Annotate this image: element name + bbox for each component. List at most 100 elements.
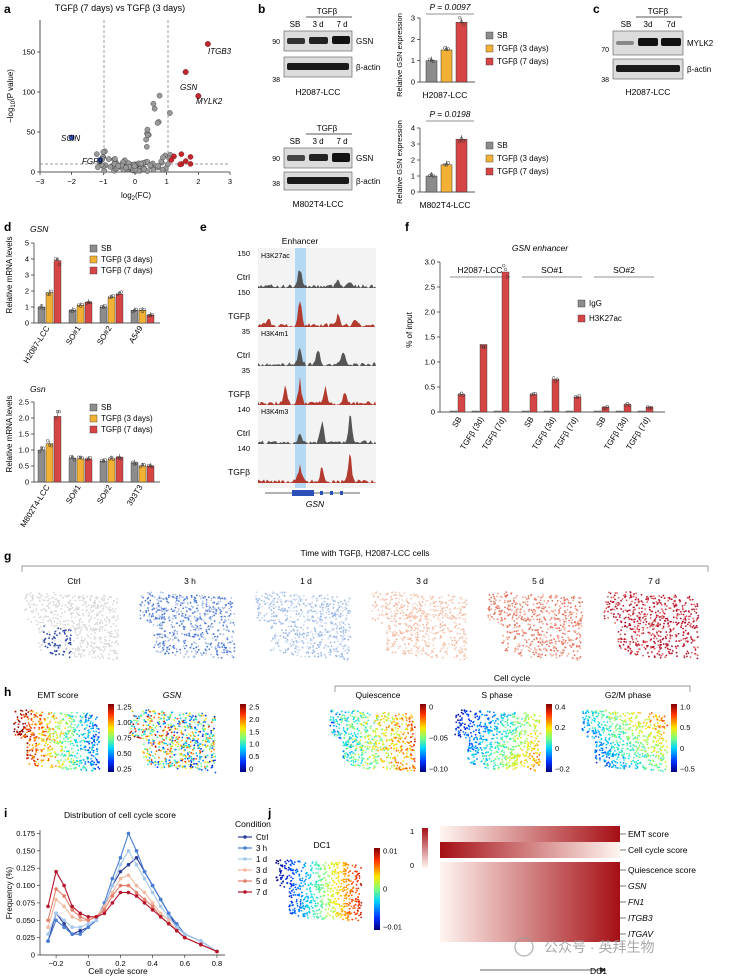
- umap-cell-point: [142, 611, 144, 614]
- umap-cell-point: [647, 651, 649, 654]
- barD2-replicate-dot: [46, 439, 50, 443]
- umap-cell-point: [523, 617, 526, 620]
- umap-feature-point: [168, 759, 171, 762]
- umap-cell-point: [193, 596, 196, 599]
- umap-cell-point: [432, 632, 435, 635]
- umap-cell-point: [579, 647, 582, 650]
- umap-cell-point: [437, 616, 440, 619]
- umap-cell-point: [108, 657, 111, 660]
- umap-cell-point: [437, 631, 439, 634]
- chip-ytick-label: 0.5: [425, 383, 435, 392]
- umap-feature-point: [86, 724, 88, 727]
- umap-cell-point: [506, 594, 509, 596]
- umap-cell-point: [47, 606, 50, 608]
- track-scale: 35: [242, 366, 250, 375]
- umap-cell-point: [318, 605, 321, 608]
- umap-cell-point: [562, 651, 565, 654]
- umap-cell-point: [162, 640, 165, 643]
- umap-feature-point: [93, 767, 96, 770]
- umap-cell-point: [344, 644, 347, 647]
- umap-cell-point: [195, 599, 198, 602]
- umap-cell-point: [374, 601, 377, 603]
- barD2-bar: [53, 416, 62, 483]
- umap-cell-point: [537, 631, 540, 634]
- umap-cell-point: [153, 596, 156, 599]
- umap-cell-point: [497, 592, 499, 595]
- umap-cell-point: [272, 648, 274, 651]
- umap-cell-point: [204, 648, 207, 651]
- umap-cell-point: [175, 603, 177, 606]
- umap-feature-point: [58, 722, 61, 725]
- umap-cell-point: [212, 601, 215, 604]
- umap-cell-point: [658, 653, 661, 656]
- legendD2-label: TGFβ (3 days): [101, 414, 153, 423]
- umap-feature-point: [82, 759, 85, 761]
- blot-b2-lane-3d: 3 d: [312, 137, 323, 146]
- umap-cell-point: [694, 649, 697, 651]
- umap-cell-point: [62, 629, 65, 632]
- umap-feature-point: [92, 749, 95, 752]
- barD1-replicate-dot: [148, 313, 153, 318]
- umap-cell-point: [324, 616, 327, 619]
- umap-cell-point: [201, 604, 203, 607]
- umap-cell-point: [208, 605, 211, 608]
- umap-cell-point: [44, 615, 47, 618]
- umap-cell-point: [570, 596, 573, 599]
- umap-cell-point: [401, 604, 403, 606]
- umap-cell-point: [293, 647, 296, 650]
- umap-cell-point: [427, 634, 430, 637]
- umap-feature-point: [43, 734, 45, 736]
- umap-cell-point: [275, 634, 278, 637]
- umap-cell-point: [279, 598, 282, 601]
- umap-cell-point: [226, 626, 229, 628]
- umap-cell-point: [275, 615, 278, 618]
- umap-cell-point: [435, 601, 437, 603]
- umap-cell-point: [693, 608, 695, 611]
- umap-cell-point: [316, 644, 319, 646]
- blot-c-tgfb: TGFβ: [648, 7, 669, 16]
- umap-g2m-title: G2/M phase: [605, 690, 652, 700]
- umap-cell-point: [108, 635, 111, 638]
- umap-cell-point: [633, 593, 635, 595]
- umap-cell-point: [422, 597, 425, 600]
- umap-feature-point: [34, 745, 37, 748]
- umap-feature-point: [59, 733, 62, 736]
- barB2-replicate-dot: [444, 163, 449, 167]
- umap-cell-point: [48, 633, 51, 636]
- umap-cell-point: [207, 625, 210, 628]
- umap-cell-point: [653, 637, 655, 640]
- umap-cell-point: [347, 638, 350, 641]
- umap-cell-point: [527, 597, 530, 600]
- umap-cell-point: [689, 623, 692, 625]
- umap-cell-point: [217, 600, 220, 603]
- umap-cell-point: [117, 617, 119, 620]
- umap-cell-point: [603, 615, 606, 617]
- barD1-replicate-dot: [108, 295, 112, 299]
- barB2-ytick-label: 2: [411, 156, 415, 165]
- umap-cell-point: [507, 604, 510, 607]
- umap-cell-point: [425, 618, 428, 620]
- umap-feature-point: [84, 761, 87, 763]
- umap-cell-point: [186, 650, 189, 653]
- umap-cell-point: [465, 656, 468, 659]
- umap-feature-point: [49, 755, 52, 757]
- umap-cell-point: [167, 652, 170, 655]
- gene-label-itgb3: ITGB3: [208, 47, 232, 56]
- umap-cell-point: [517, 629, 520, 632]
- umap-cell-point: [548, 612, 550, 615]
- umap-cell-point: [433, 605, 436, 608]
- umap-cell-point: [516, 611, 518, 614]
- umap-cell-point: [69, 637, 72, 640]
- umap-cell-point: [152, 624, 155, 626]
- legendD2-label: TGFβ (7 days): [101, 425, 153, 434]
- umap-feature-point: [79, 759, 82, 762]
- umap-cell-point: [179, 651, 182, 654]
- umap-cell-point: [174, 654, 177, 657]
- umap-cell-point: [555, 649, 558, 652]
- umap-feature-point: [94, 723, 97, 726]
- umap-cell-point: [189, 620, 192, 623]
- bar-d1-gene: GSN: [30, 224, 49, 234]
- umap-feature-point: [48, 727, 51, 730]
- umap-cell-point: [69, 629, 72, 632]
- umap-cell-point: [268, 607, 271, 609]
